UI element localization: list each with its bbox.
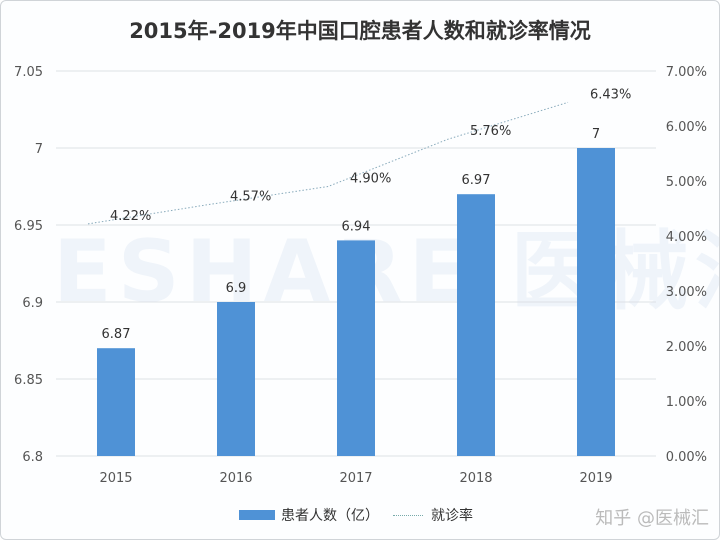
y-right-tick-label: 2.00% bbox=[666, 340, 707, 355]
bar bbox=[97, 348, 135, 456]
bar-data-label: 6.97 bbox=[462, 173, 491, 188]
x-tick-label: 2017 bbox=[339, 471, 372, 486]
x-tick-label: 2016 bbox=[219, 471, 252, 486]
legend: 患者人数（亿） 就诊率 bbox=[239, 505, 473, 525]
rate-line bbox=[87, 101, 569, 225]
line-data-label: 5.76% bbox=[470, 124, 511, 139]
legend-line-swatch bbox=[393, 514, 423, 516]
bar-data-label: 6.87 bbox=[102, 327, 131, 342]
line-data-label: 4.57% bbox=[230, 190, 271, 205]
bar bbox=[337, 240, 375, 456]
bar bbox=[457, 194, 495, 456]
y-left-tick-label: 6.9 bbox=[22, 296, 43, 311]
y-right-tick-label: 7.00% bbox=[666, 65, 707, 80]
x-tick-label: 2015 bbox=[99, 471, 132, 486]
bar bbox=[577, 148, 615, 456]
line-data-label: 6.43% bbox=[590, 87, 631, 102]
y-right-tick-label: 1.00% bbox=[666, 395, 707, 410]
legend-line-label: 就诊率 bbox=[431, 508, 473, 524]
y-right-tick-label: 0.00% bbox=[666, 450, 707, 465]
y-left-tick-label: 6.8 bbox=[22, 450, 43, 465]
chart-title: 2015年-2019年中国口腔患者人数和就诊率情况 bbox=[129, 19, 591, 43]
y-left-tick-label: 7.05 bbox=[14, 65, 43, 80]
x-tick-label: 2018 bbox=[459, 471, 492, 486]
bar-data-label: 6.9 bbox=[226, 281, 247, 296]
line-data-label: 4.22% bbox=[110, 209, 151, 224]
legend-bar-label: 患者人数（亿） bbox=[281, 508, 379, 524]
source-mark: 知乎 @医械汇 bbox=[595, 508, 709, 529]
x-tick-label: 2019 bbox=[579, 471, 612, 486]
y-left-tick-label: 6.85 bbox=[14, 373, 43, 388]
bar-data-label: 7 bbox=[592, 127, 600, 142]
y-right-tick-label: 6.00% bbox=[666, 120, 707, 135]
y-left-tick-label: 6.95 bbox=[14, 219, 43, 234]
bar bbox=[217, 302, 255, 456]
legend-bar-swatch bbox=[239, 510, 275, 520]
line-data-label: 4.90% bbox=[350, 172, 391, 187]
bar-data-label: 6.94 bbox=[342, 219, 371, 234]
y-left-tick-label: 7 bbox=[35, 142, 43, 157]
y-right-tick-label: 5.00% bbox=[666, 175, 707, 190]
y-right-tick-label: 4.00% bbox=[666, 230, 707, 245]
y-right-tick-label: 3.00% bbox=[666, 285, 707, 300]
